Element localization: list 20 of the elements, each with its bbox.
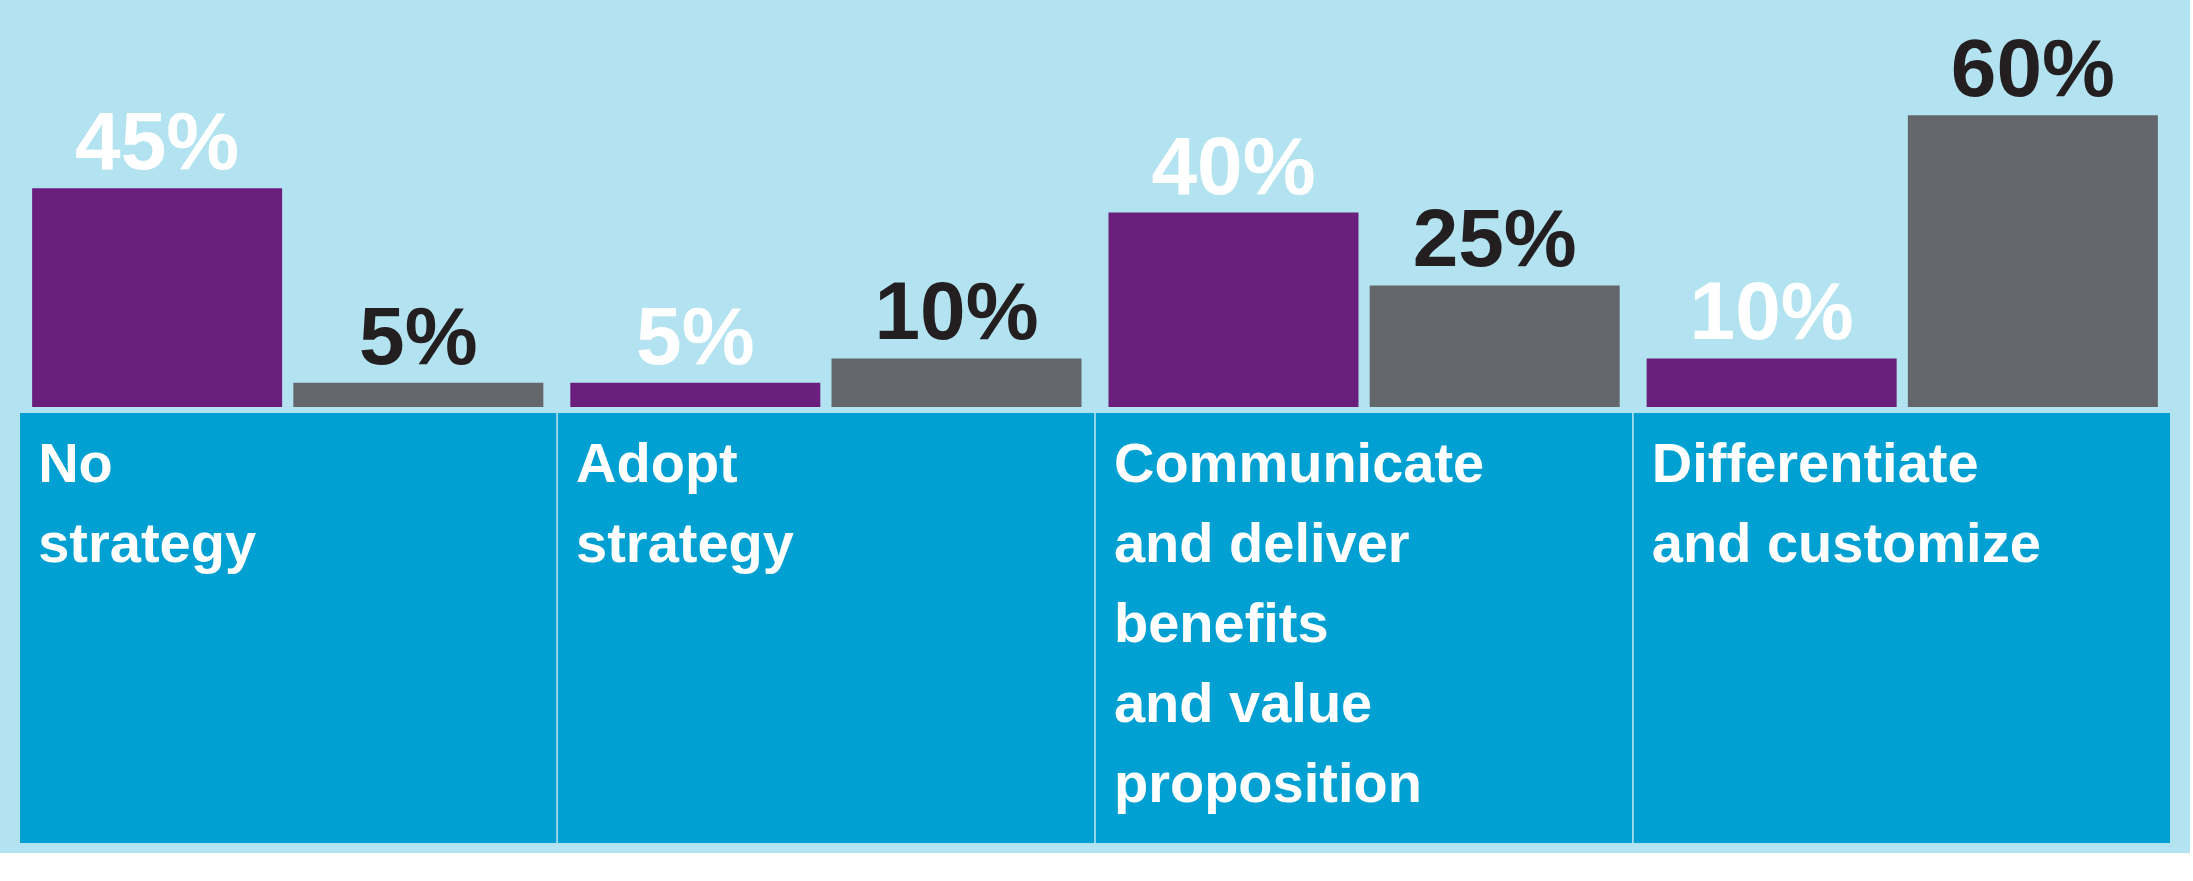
bar	[1369, 285, 1620, 407]
x-tick-label: Adopt strategy	[576, 431, 794, 574]
bar	[570, 382, 821, 407]
x-tick-label: No strategy	[38, 431, 257, 574]
data-label: 5%	[359, 289, 478, 381]
data-label: 5%	[636, 289, 755, 381]
data-label: 40%	[1151, 119, 1316, 211]
data-label: 10%	[1689, 265, 1854, 357]
x-tick-label: Differentiate and customize	[1651, 431, 2041, 574]
data-label: 45%	[75, 95, 240, 187]
bar	[1907, 115, 2158, 407]
bar	[831, 358, 1082, 407]
x-tick-label: Communicate and deliver benefits and value proposition	[1113, 431, 1485, 814]
bar	[1108, 212, 1359, 407]
data-label: 10%	[874, 265, 1039, 357]
bar	[1646, 358, 1897, 407]
data-label: 60%	[1950, 22, 2115, 114]
bar	[32, 188, 283, 407]
data-label: 25%	[1412, 192, 1577, 284]
bar	[293, 382, 544, 407]
